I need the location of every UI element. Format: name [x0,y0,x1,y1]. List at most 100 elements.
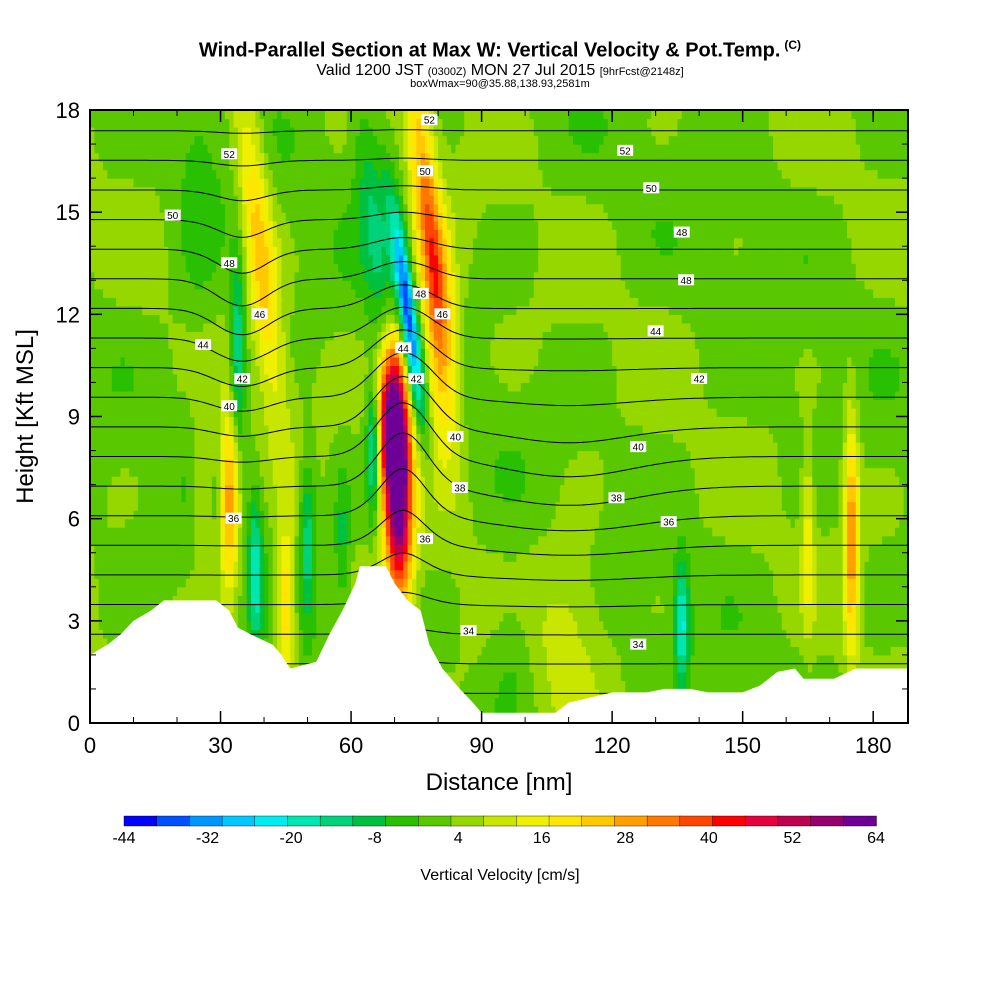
velocity-cell [285,305,291,315]
velocity-cell [298,425,304,435]
velocity-cell [359,271,365,281]
velocity-cell [290,246,296,256]
velocity-cell [246,620,252,630]
velocity-cell [285,501,291,511]
velocity-cell [155,561,161,571]
velocity-cell [190,561,196,571]
velocity-cell [172,407,178,418]
velocity-cell [137,288,143,298]
velocity-cell [342,390,348,401]
velocity-cell [320,459,326,469]
velocity-cell [303,356,309,367]
velocity-cell [246,399,252,409]
velocity-cell [368,135,374,145]
velocity-cell [264,399,269,409]
velocity-cell [177,450,182,460]
velocity-cell [220,356,226,367]
velocity-cell [111,246,117,256]
velocity-cell [264,365,269,375]
velocity-cell [137,595,143,605]
velocity-cell [381,305,387,315]
velocity-cell [185,331,191,341]
velocity-cell [103,271,108,281]
velocity-cell [172,220,178,230]
velocity-cell [311,654,317,664]
velocity-cell [272,390,278,401]
velocity-cell [98,373,104,384]
velocity-cell [120,254,126,264]
velocity-cell [203,229,209,239]
velocity-cell [172,561,178,571]
velocity-cell [364,237,370,247]
velocity-cell [159,578,165,588]
velocity-cell [242,186,248,196]
velocity-cell [159,467,165,477]
velocity-cell [133,510,139,520]
velocity-cell [277,407,283,418]
velocity-cell [246,476,252,486]
velocity-cell [177,552,182,562]
velocity-cell [233,390,239,401]
velocity-cell [94,527,100,537]
velocity-cell [94,305,100,315]
velocity-cell [229,467,235,477]
velocity-cell [133,399,139,409]
velocity-cell [259,229,265,239]
velocity-cell [159,212,165,222]
velocity-cell [342,578,348,588]
velocity-cell [259,331,265,341]
velocity-cell [359,305,365,315]
velocity-cell [277,237,283,247]
velocity-cell [277,373,283,384]
velocity-cell [172,169,178,179]
velocity-cell [207,220,213,230]
velocity-cell [364,161,370,171]
velocity-cell [155,399,161,409]
velocity-cell [224,314,230,324]
velocity-cell [364,135,370,145]
velocity-cell [368,220,374,230]
velocity-cell [359,348,365,358]
velocity-cell [216,476,222,486]
velocity-cell [194,263,200,273]
velocity-cell [98,110,104,120]
velocity-cell [255,365,261,375]
velocity-cell [220,280,226,290]
velocity-cell [311,416,317,426]
velocity-cell [146,178,152,188]
velocity-cell [150,603,156,613]
velocity-cell [198,476,204,486]
velocity-cell [90,135,95,145]
velocity-cell [172,195,178,205]
velocity-cell [237,280,243,290]
velocity-cell [203,586,209,596]
velocity-cell [307,229,313,239]
velocity-cell [346,305,352,315]
velocity-cell [377,110,383,120]
velocity-cell [198,203,204,213]
velocity-cell [233,322,239,332]
velocity-cell [146,263,152,273]
velocity-cell [307,135,313,145]
velocity-cell [185,450,191,460]
velocity-cell [116,322,122,332]
velocity-cell [203,518,209,528]
velocity-cell [107,399,113,409]
velocity-cell [316,561,322,571]
velocity-cell [303,595,309,605]
velocity-cell [98,484,104,494]
velocity-cell [181,586,187,596]
velocity-cell [103,425,108,435]
velocity-cell [329,254,335,264]
velocity-cell [307,186,313,196]
velocity-cell [316,195,322,205]
velocity-cell [311,220,317,230]
velocity-cell [163,271,169,281]
velocity-cell [285,493,291,503]
velocity-cell [137,510,143,520]
velocity-cell [246,356,252,367]
velocity-cell [246,518,252,528]
velocity-cell [198,186,204,196]
velocity-cell [333,339,339,349]
velocity-cell [116,620,122,630]
